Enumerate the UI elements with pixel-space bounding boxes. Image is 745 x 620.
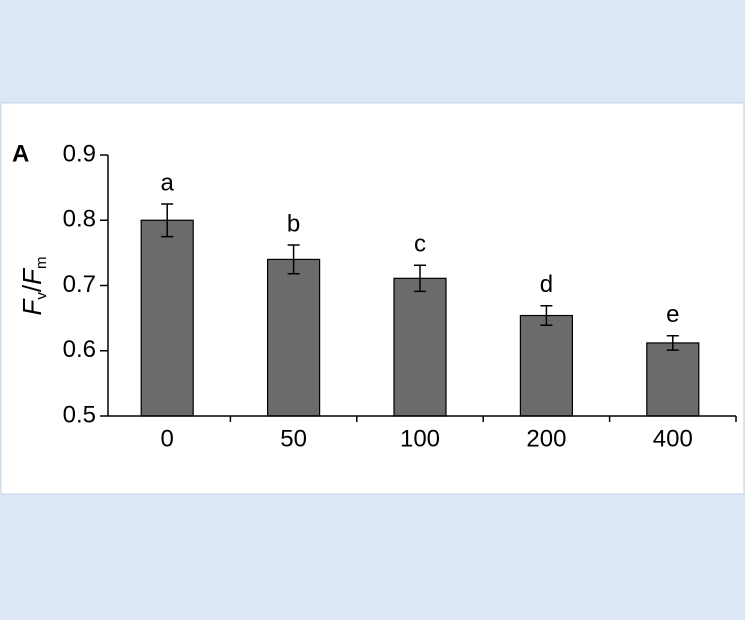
error-bar bbox=[287, 244, 300, 275]
x-tick-label: 50 bbox=[280, 425, 307, 452]
x-tick-label: 0 bbox=[161, 425, 174, 452]
y-tick-label: 0.5 bbox=[63, 401, 96, 428]
error-bar bbox=[540, 304, 553, 327]
x-tick-label: 400 bbox=[653, 425, 693, 452]
panel-label: A bbox=[12, 140, 29, 167]
y-tick-label: 0.6 bbox=[63, 336, 96, 363]
error-bar bbox=[161, 203, 174, 238]
significance-letter: c bbox=[414, 231, 426, 258]
y-label-part: / bbox=[17, 284, 47, 292]
error-bar bbox=[666, 334, 679, 351]
bar bbox=[140, 219, 194, 417]
x-tick-label: 200 bbox=[526, 425, 566, 452]
y-tick-label: 0.8 bbox=[63, 206, 96, 233]
bar bbox=[519, 314, 574, 417]
bar bbox=[646, 342, 700, 417]
y-axis-label: Fv/Fm bbox=[17, 256, 50, 315]
y-label-part: F bbox=[17, 298, 47, 316]
y-tick-label: 0.7 bbox=[63, 271, 96, 298]
y-label-part: v bbox=[33, 292, 50, 300]
significance-letter: e bbox=[666, 301, 679, 328]
y-label-part: F bbox=[17, 267, 47, 285]
significance-letter: d bbox=[540, 271, 553, 298]
y-label-part: m bbox=[33, 256, 50, 269]
chart-panel bbox=[0, 102, 745, 495]
y-tick-label: 0.9 bbox=[63, 140, 96, 167]
significance-letter: b bbox=[287, 210, 300, 237]
x-tick-label: 100 bbox=[400, 425, 440, 452]
error-bar bbox=[414, 264, 426, 293]
bar bbox=[267, 258, 321, 417]
bar bbox=[393, 277, 447, 417]
significance-letter: a bbox=[161, 169, 175, 196]
